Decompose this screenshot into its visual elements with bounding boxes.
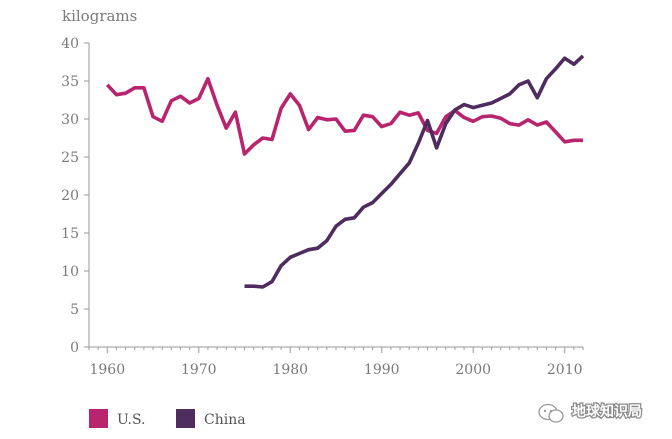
legend-item-china: China xyxy=(176,409,246,428)
legend-label: U.S. xyxy=(117,412,146,428)
x-tick-label: 1980 xyxy=(272,362,308,378)
y-tick-label: 20 xyxy=(61,188,79,204)
y-tick-label: 5 xyxy=(70,302,79,318)
x-tick-label: 1960 xyxy=(89,362,125,378)
y-tick-label: 0 xyxy=(70,340,79,356)
y-tick-label: 15 xyxy=(61,226,79,242)
x-tick-label: 1990 xyxy=(364,362,400,378)
watermark-text: 地球知识局 xyxy=(572,403,642,420)
legend-label: China xyxy=(204,412,246,428)
wechat-icon xyxy=(538,403,564,423)
legend: U.S. China xyxy=(89,409,246,428)
legend-item-u-s: U.S. xyxy=(89,409,146,428)
y-tick-label: 40 xyxy=(61,36,79,52)
series-line-u-s xyxy=(105,76,583,156)
y-tick-label: 25 xyxy=(61,150,79,166)
series-line-china xyxy=(244,54,585,289)
legend-swatch xyxy=(89,409,108,428)
x-tick-label: 2010 xyxy=(547,362,583,378)
y-tick-label: 10 xyxy=(61,264,79,280)
y-axis-unit-label: kilograms xyxy=(62,7,137,25)
series-lines xyxy=(105,54,585,289)
watermark: 地球知识局 xyxy=(538,402,643,423)
x-tick-label: 1970 xyxy=(181,362,217,378)
axes: 0 5 10 15 20 25 30 35 40 1960 1970 1980 1990 2000 2010 xyxy=(61,36,584,378)
y-tick-label: 30 xyxy=(61,112,79,128)
x-tick-label: 2000 xyxy=(455,362,491,378)
legend-swatch xyxy=(176,409,195,428)
y-tick-label: 35 xyxy=(61,74,79,90)
